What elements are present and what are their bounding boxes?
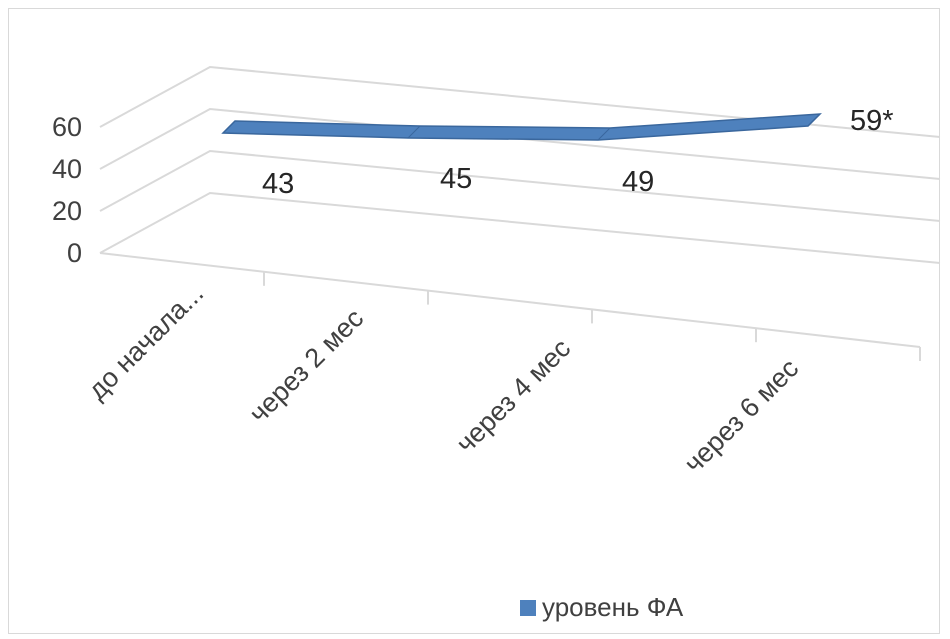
data-label: 49 [622,166,654,198]
data-point [597,127,611,141]
data-point [807,113,821,127]
axes: 0 20 40 60 [52,112,921,361]
data-point [222,120,236,134]
x-tick-label: до начала... [82,278,209,405]
x-tick-label: через 4 мес [450,333,576,459]
labels: до начала... через 2 мес через 4 мес через … [82,105,894,479]
gridline [99,191,941,264]
gridlines [99,65,941,264]
data-label: 45 [440,163,472,195]
legend-swatch [520,599,536,616]
legend: уровень ФА [520,592,683,623]
legend-label: уровень ФА [542,592,684,622]
x-tick-label: через 6 мес [678,353,804,479]
x-tick-label: через 2 мес [243,303,369,429]
series-ribbon-layer [221,113,822,141]
chart-area [8,8,940,634]
y-tick-label: 60 [52,112,82,142]
y-tick-label: 40 [52,154,82,184]
x-axis-line [99,252,921,348]
gridline [99,65,941,138]
gridline [99,107,941,180]
data-label: 43 [262,168,294,200]
y-tick-label: 20 [52,196,82,226]
data-point [407,125,421,139]
data-label: 59* [850,105,894,137]
y-tick-label: 0 [67,238,82,268]
gridline [99,149,941,222]
